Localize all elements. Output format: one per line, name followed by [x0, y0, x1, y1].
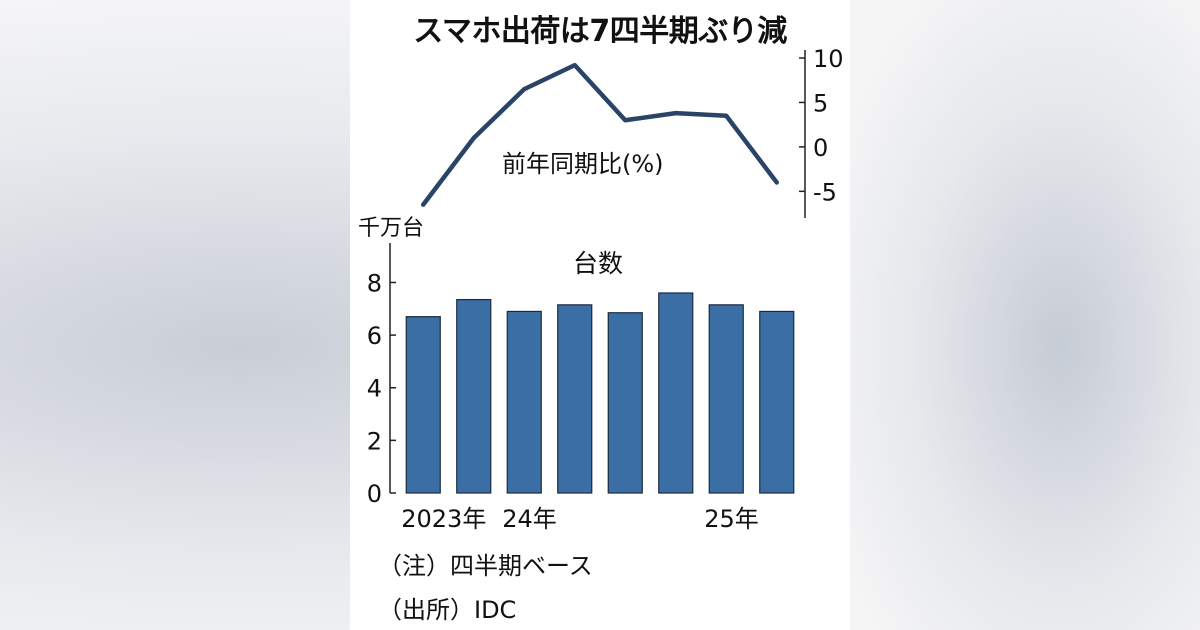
bar-x-tick-label: 25年	[704, 505, 759, 533]
bar-chart-title: 台数	[573, 249, 623, 278]
bar	[456, 298, 492, 494]
chart-svg: 10 5 0 -5 前年同期比(%) 千万台 台数 0 2 4 6 8 2023年 24年 25年	[358, 45, 844, 533]
line-series-path	[421, 62, 779, 207]
background-right	[850, 0, 1200, 630]
chart-note: （注）四半期ベース	[378, 552, 593, 580]
bar	[658, 292, 694, 494]
chart-source: （出所）IDC	[378, 596, 517, 624]
bar-chart-axis: 0 2 4 6 8	[367, 243, 396, 508]
bar	[506, 310, 542, 494]
bar-y-tick-label: 2	[367, 427, 382, 455]
bar	[405, 316, 441, 494]
bar-y-tick-label: 4	[367, 375, 382, 403]
bar-y-tick-label: 0	[367, 480, 382, 508]
line-y-tick-label: 5	[813, 89, 828, 117]
bar-x-tick-label: 24年	[502, 505, 557, 533]
line-chart-series	[421, 62, 779, 207]
bar-y-tick-label: 6	[367, 322, 382, 350]
line-y-tick-label: -5	[813, 178, 837, 206]
bar-chart-x-labels: 2023年 24年 25年	[401, 505, 759, 533]
bar-x-tick-label: 2023年	[401, 505, 486, 533]
bar-chart-unit: 千万台	[358, 216, 424, 241]
bar	[557, 304, 593, 494]
line-chart-label: 前年同期比(%)	[502, 150, 664, 178]
bar	[759, 310, 795, 494]
bar	[708, 304, 744, 494]
line-y-tick-label: 10	[813, 45, 844, 73]
line-y-tick-label: 0	[813, 134, 828, 162]
bar	[607, 312, 643, 494]
bar-chart-series	[405, 292, 795, 494]
line-chart-axis: 10 5 0 -5	[799, 45, 844, 218]
chart-title: スマホ出荷は7四半期ぶり減	[413, 14, 787, 49]
bar-y-tick-label: 8	[367, 269, 382, 297]
